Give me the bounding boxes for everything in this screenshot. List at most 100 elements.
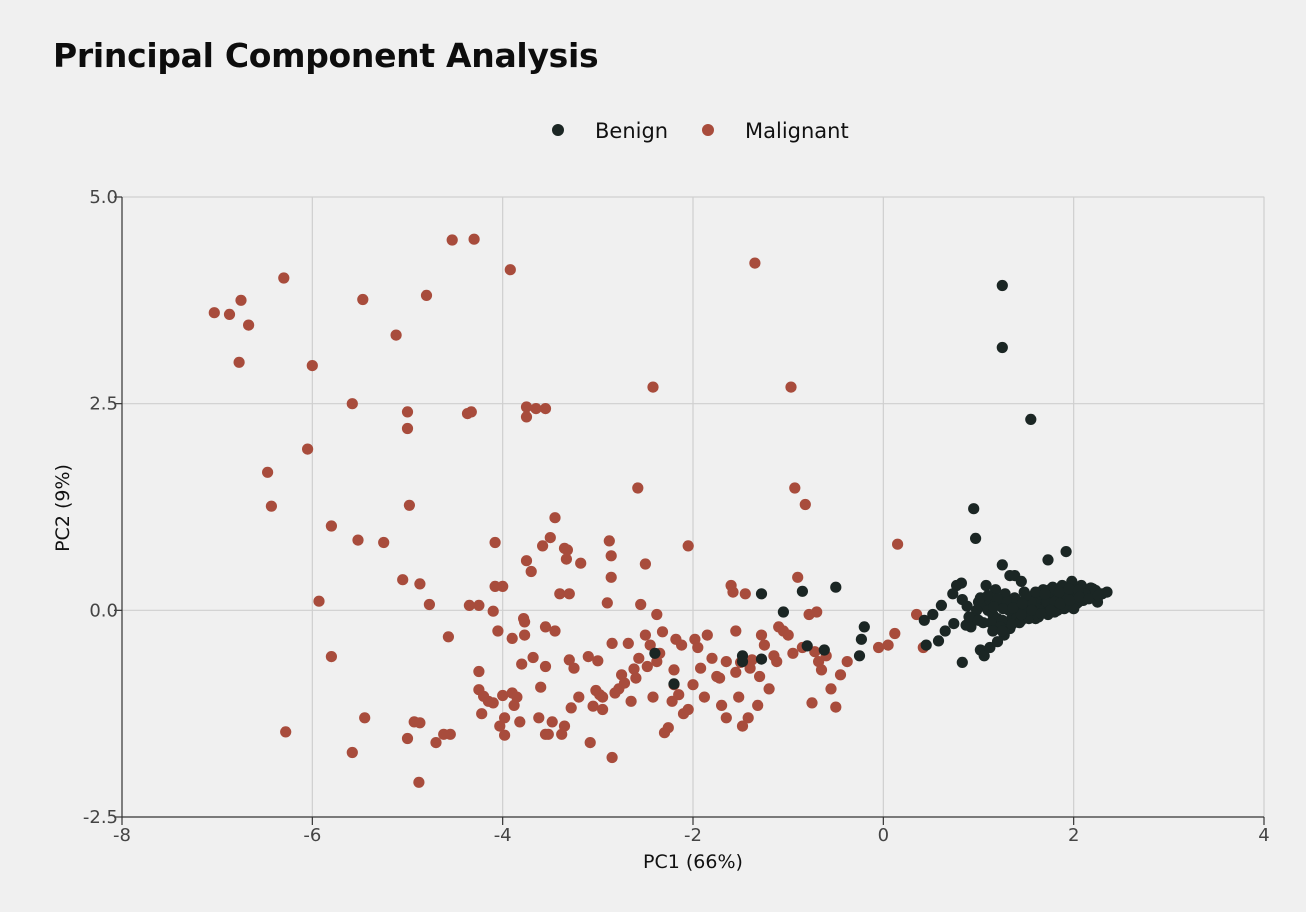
data-point-malignant <box>504 264 516 276</box>
data-point-malignant <box>687 679 699 691</box>
data-point-malignant <box>558 720 571 732</box>
data-point-benign <box>1053 586 1065 598</box>
data-point-malignant <box>511 691 523 703</box>
data-point-benign <box>1101 586 1113 598</box>
data-point-malignant <box>730 625 742 637</box>
legend-label-benign: Benign <box>595 119 668 143</box>
data-point-malignant <box>730 666 742 678</box>
data-point-benign <box>984 641 996 654</box>
data-point-benign <box>1007 602 1019 614</box>
data-point-malignant <box>799 498 811 511</box>
data-point-malignant <box>632 482 644 494</box>
data-point-malignant <box>882 639 894 651</box>
data-point-benign <box>990 584 1002 596</box>
data-point-malignant <box>834 669 847 681</box>
data-point-benign <box>939 625 951 637</box>
data-point-malignant <box>414 717 426 729</box>
data-point-malignant <box>727 586 739 598</box>
data-point-malignant <box>782 629 794 641</box>
data-point-malignant <box>476 708 488 720</box>
data-point-malignant <box>573 691 585 703</box>
data-point-malignant <box>539 403 552 415</box>
data-point-malignant <box>444 728 456 740</box>
data-point-malignant <box>656 626 669 638</box>
data-point-malignant <box>413 776 425 788</box>
data-point-malignant <box>401 406 414 418</box>
data-point-malignant <box>537 540 549 552</box>
data-point-benign <box>982 589 994 602</box>
data-point-malignant <box>262 466 274 478</box>
data-point-benign <box>988 601 1000 613</box>
data-point-benign <box>801 640 813 652</box>
data-point-malignant <box>785 381 797 393</box>
data-point-malignant <box>265 500 277 512</box>
data-point-malignant <box>647 691 659 703</box>
data-point-malignant <box>473 599 485 612</box>
data-point-benign <box>755 653 768 665</box>
data-point-malignant <box>549 625 561 637</box>
legend: Benign Malignant <box>552 119 849 143</box>
data-point-malignant <box>525 565 537 578</box>
data-point-malignant <box>430 737 442 749</box>
data-point-benign <box>755 588 768 600</box>
data-point-malignant <box>463 599 475 612</box>
data-point-malignant <box>592 655 604 667</box>
x-tick-label: 2 <box>1068 825 1079 846</box>
data-point-malignant <box>527 651 539 664</box>
data-point-benign <box>961 600 973 612</box>
data-point-malignant <box>618 677 631 689</box>
y-tick-label: 2.5 <box>89 394 118 415</box>
data-point-malignant <box>597 691 609 703</box>
data-point-malignant <box>746 654 758 666</box>
data-point-malignant <box>506 632 518 645</box>
data-point-malignant <box>830 701 842 713</box>
data-point-malignant <box>539 621 552 633</box>
data-point-benign <box>1083 593 1095 605</box>
data-point-malignant <box>792 571 804 583</box>
data-point-malignant <box>720 656 732 668</box>
data-point-benign <box>1042 554 1054 566</box>
data-point-malignant <box>520 555 533 567</box>
x-tick-label: -4 <box>494 825 512 846</box>
data-point-malignant <box>497 580 509 593</box>
y-tick-label: 5.0 <box>89 187 118 208</box>
data-point-malignant <box>841 656 853 668</box>
data-point-malignant <box>530 403 542 415</box>
data-point-malignant <box>673 689 685 701</box>
data-point-malignant <box>622 637 634 650</box>
data-point-malignant <box>584 737 596 749</box>
data-point-malignant <box>544 532 556 544</box>
data-point-benign <box>668 678 680 690</box>
data-point-malignant <box>597 703 609 716</box>
data-point-malignant <box>325 520 337 532</box>
data-point-malignant <box>806 697 818 709</box>
data-point-benign <box>1015 608 1027 621</box>
data-point-malignant <box>403 499 415 511</box>
data-point-benign <box>1015 575 1027 588</box>
data-point-benign <box>1025 413 1037 425</box>
data-point-malignant <box>651 608 663 621</box>
data-point-malignant <box>628 663 640 675</box>
data-point-malignant <box>489 536 501 549</box>
data-point-malignant <box>554 588 566 600</box>
data-point-malignant <box>625 695 637 707</box>
data-point-malignant <box>641 660 653 673</box>
data-point-malignant <box>468 233 480 245</box>
data-point-malignant <box>487 605 499 617</box>
data-point-malignant <box>535 681 547 693</box>
data-point-benign <box>996 625 1008 637</box>
data-point-malignant <box>911 608 923 621</box>
data-point-malignant <box>739 588 751 600</box>
data-point-malignant <box>763 683 775 695</box>
data-point-benign <box>997 603 1009 615</box>
data-point-benign <box>649 647 661 659</box>
data-point-malignant <box>695 662 707 674</box>
data-point-malignant <box>575 557 587 569</box>
data-point-benign <box>1073 591 1085 603</box>
data-point-malignant <box>346 398 358 410</box>
data-point-malignant <box>235 294 247 306</box>
data-point-malignant <box>754 670 766 683</box>
data-point-benign <box>968 503 980 515</box>
data-point-malignant <box>789 482 801 494</box>
data-point-malignant <box>243 319 255 331</box>
